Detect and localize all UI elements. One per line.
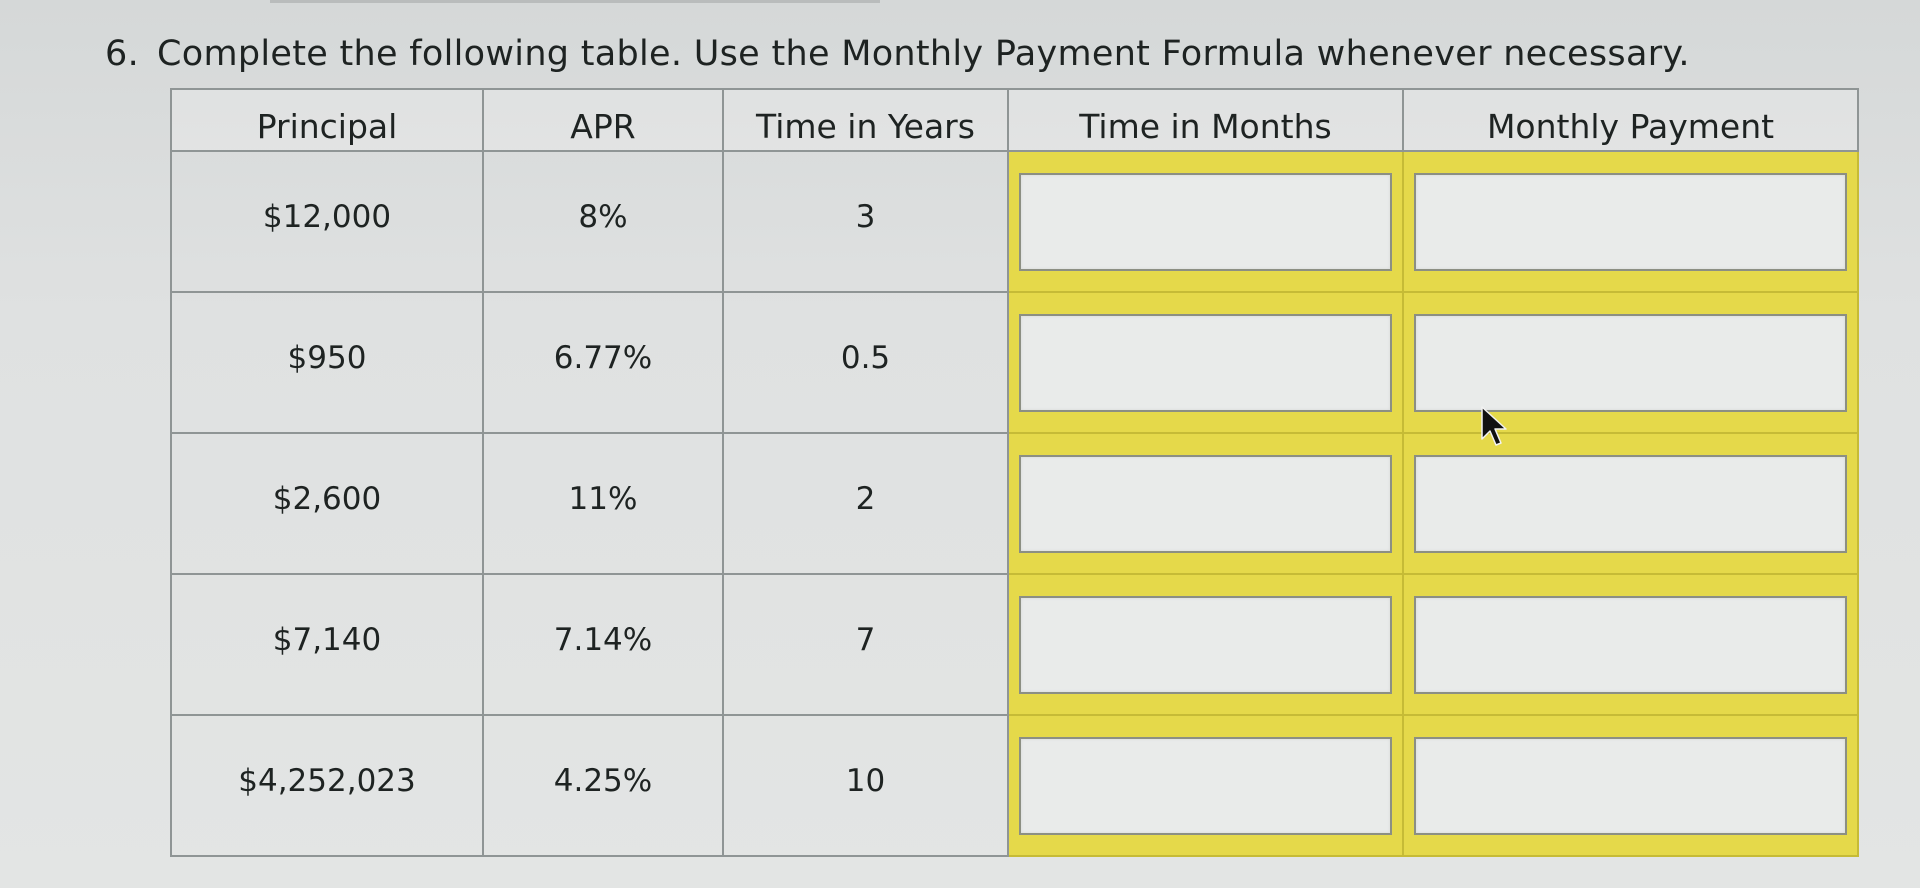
- payment-answer-input[interactable]: [1414, 454, 1847, 553]
- months-answer-cell: [1007, 150, 1404, 293]
- months-answer-input[interactable]: [1019, 736, 1392, 835]
- principal-cell: $12,000: [170, 150, 484, 293]
- years-cell: 2: [722, 432, 1009, 575]
- question-prompt: 6. Complete the following table. Use the …: [105, 30, 1690, 78]
- header-time-in-months: Time in Months: [1007, 88, 1404, 152]
- header-apr: APR: [482, 88, 724, 152]
- payment-answer-input[interactable]: [1414, 172, 1847, 271]
- principal-cell: $4,252,023: [170, 714, 484, 857]
- payment-table: Principal APR Time in Years Time in Mont…: [170, 88, 1859, 857]
- payment-answer-input[interactable]: [1414, 595, 1847, 694]
- payment-answer-cell: [1402, 573, 1859, 716]
- payment-answer-input[interactable]: [1414, 736, 1847, 835]
- months-answer-cell: [1007, 291, 1404, 434]
- months-answer-input[interactable]: [1019, 595, 1392, 694]
- table-header-row: Principal APR Time in Years Time in Mont…: [170, 88, 1859, 152]
- apr-cell: 8%: [482, 150, 724, 293]
- payment-answer-cell: [1402, 432, 1859, 575]
- principal-cell: $2,600: [170, 432, 484, 575]
- years-cell: 3: [722, 150, 1009, 293]
- months-answer-input[interactable]: [1019, 172, 1392, 271]
- table-row: $7,140 7.14% 7: [170, 573, 1859, 716]
- apr-cell: 11%: [482, 432, 724, 575]
- years-cell: 7: [722, 573, 1009, 716]
- years-cell: 10: [722, 714, 1009, 857]
- months-answer-cell: [1007, 432, 1404, 575]
- payment-answer-cell: [1402, 714, 1859, 857]
- months-answer-input[interactable]: [1019, 454, 1392, 553]
- principal-cell: $7,140: [170, 573, 484, 716]
- apr-cell: 4.25%: [482, 714, 724, 857]
- table-row: $4,252,023 4.25% 10: [170, 714, 1859, 857]
- header-principal: Principal: [170, 88, 484, 152]
- top-divider: [270, 0, 880, 3]
- years-cell: 0.5: [722, 291, 1009, 434]
- payment-answer-cell: [1402, 150, 1859, 293]
- question-text: Complete the following table. Use the Mo…: [157, 34, 1690, 74]
- months-answer-cell: [1007, 573, 1404, 716]
- apr-cell: 7.14%: [482, 573, 724, 716]
- header-monthly-payment: Monthly Payment: [1402, 88, 1859, 152]
- apr-cell: 6.77%: [482, 291, 724, 434]
- mouse-pointer-icon: [1481, 406, 1507, 446]
- months-answer-input[interactable]: [1019, 313, 1392, 412]
- payment-answer-input[interactable]: [1414, 313, 1847, 412]
- table-row: $12,000 8% 3: [170, 150, 1859, 293]
- payment-answer-cell: [1402, 291, 1859, 434]
- months-answer-cell: [1007, 714, 1404, 857]
- principal-cell: $950: [170, 291, 484, 434]
- question-number: 6.: [105, 34, 139, 74]
- table-row: $950 6.77% 0.5: [170, 291, 1859, 434]
- header-time-in-years: Time in Years: [722, 88, 1009, 152]
- table-row: $2,600 11% 2: [170, 432, 1859, 575]
